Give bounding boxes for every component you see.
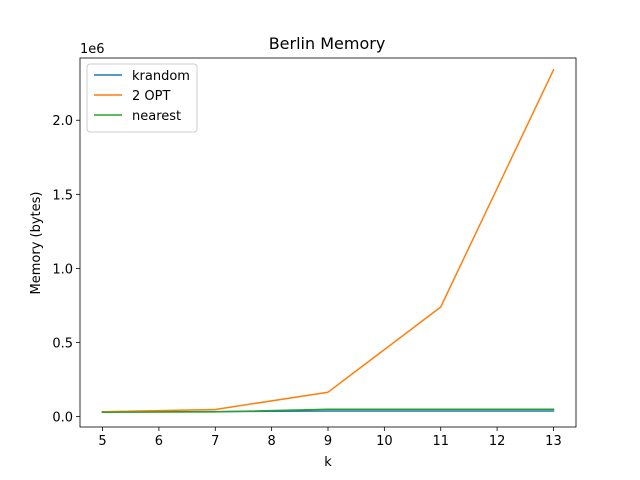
x-tick-label: 10: [376, 434, 393, 449]
axes-layer: 5 6 7 8 9 10 11 12 13 0.0 0.5 1.0 1.5 2.0: [52, 57, 577, 449]
x-tick-label: 5: [98, 434, 106, 449]
x-tick-label: 7: [211, 434, 219, 449]
chart-title: Berlin Memory: [269, 34, 386, 53]
x-tick-label: 8: [267, 434, 275, 449]
y-tick-label: 0.5: [52, 337, 73, 352]
x-tick-label: 12: [489, 434, 506, 449]
x-tick-label: 6: [155, 434, 163, 449]
x-tick-label: 9: [324, 434, 332, 449]
y-tick-label: 1.5: [52, 188, 73, 203]
x-tick-label: 13: [545, 434, 562, 449]
series-line-1: [101, 68, 555, 413]
x-tick-label: 11: [432, 434, 449, 449]
series-line-2: [101, 408, 555, 413]
y-axis-label: Memory (bytes): [29, 192, 44, 295]
y-offset-label: 1e6: [80, 42, 105, 57]
legend-label-1: 2 OPT: [132, 89, 170, 104]
y-tick-label: 2.0: [52, 114, 73, 129]
legend-label-2: nearest: [132, 109, 181, 124]
y-tick-label: 1.0: [52, 262, 73, 277]
legend-label-0: krandom: [132, 69, 190, 84]
series-layer: [101, 68, 555, 413]
legend: krandom 2 OPT nearest: [86, 63, 198, 133]
y-tick-label: 0.0: [52, 411, 73, 426]
x-axis-label: k: [324, 455, 332, 470]
